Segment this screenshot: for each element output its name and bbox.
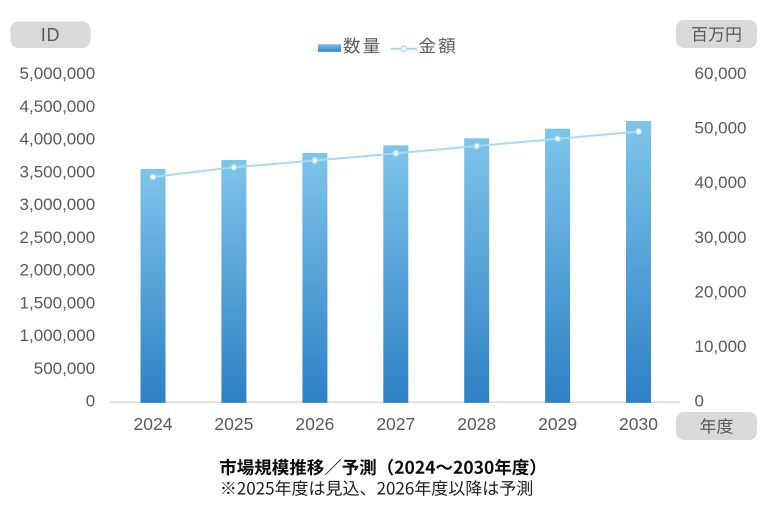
svg-text:500,000: 500,000 [34,359,95,378]
svg-text:2028: 2028 [457,414,496,434]
svg-text:0: 0 [695,392,704,411]
svg-text:2024: 2024 [134,414,173,434]
svg-text:4,000,000: 4,000,000 [20,130,96,149]
svg-text:40,000: 40,000 [695,173,747,192]
svg-text:ID: ID [41,25,61,45]
svg-text:30,000: 30,000 [695,228,747,247]
svg-text:2029: 2029 [538,414,577,434]
svg-text:3,000,000: 3,000,000 [20,195,96,214]
svg-text:5,000,000: 5,000,000 [20,64,96,83]
svg-text:1,500,000: 1,500,000 [20,293,96,312]
svg-text:10,000: 10,000 [695,337,747,356]
svg-text:2030: 2030 [619,414,658,434]
svg-text:2,500,000: 2,500,000 [20,228,96,247]
svg-text:3,500,000: 3,500,000 [20,162,96,181]
svg-text:2,000,000: 2,000,000 [20,261,96,280]
svg-text:2025: 2025 [214,414,253,434]
svg-text:2027: 2027 [376,414,415,434]
svg-text:2026: 2026 [295,414,334,434]
svg-text:60,000: 60,000 [695,64,747,83]
svg-text:50,000: 50,000 [695,119,747,138]
svg-text:4,500,000: 4,500,000 [20,97,96,116]
svg-text:1,000,000: 1,000,000 [20,326,96,345]
svg-text:20,000: 20,000 [695,282,747,301]
svg-text:0: 0 [86,392,95,411]
